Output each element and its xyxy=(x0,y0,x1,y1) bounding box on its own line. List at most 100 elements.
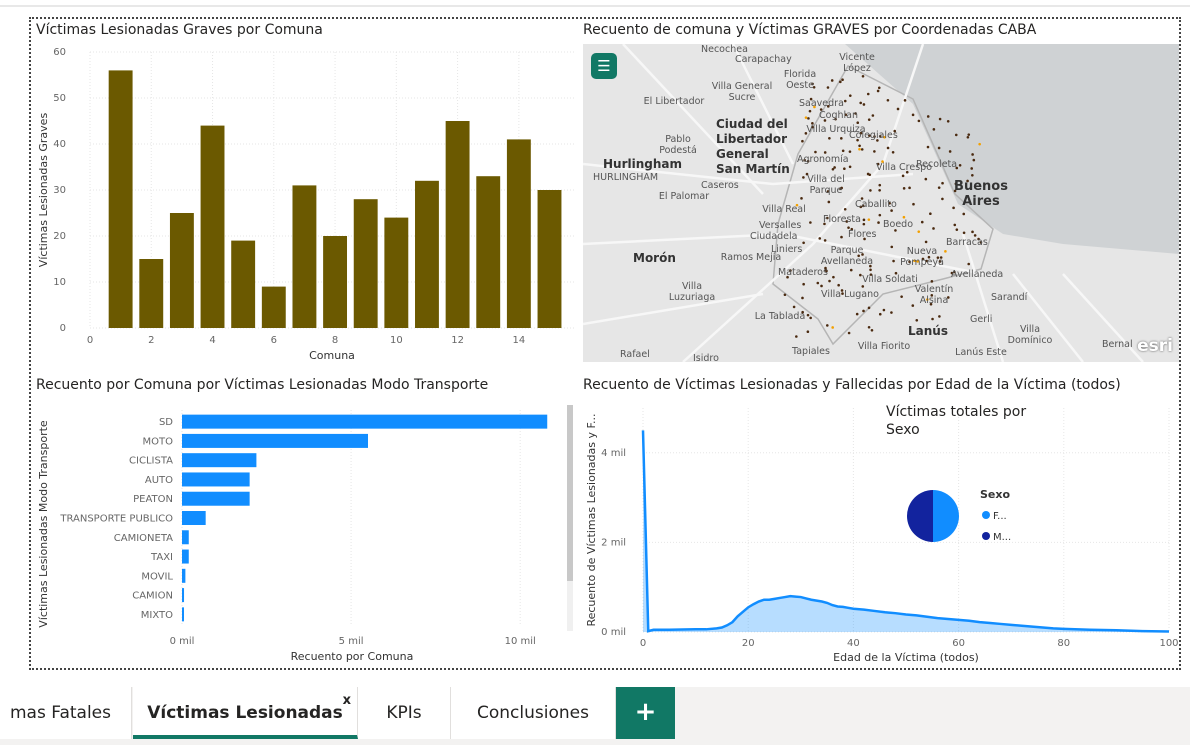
incident-dot xyxy=(813,105,816,109)
x-tick-label: 80 xyxy=(1057,638,1070,649)
map-place-label: Villa Lugano xyxy=(821,289,879,300)
incident-dot xyxy=(812,85,816,89)
x-tick-label: 0 mil xyxy=(170,636,195,647)
category-label: CAMION xyxy=(132,591,173,602)
bar xyxy=(182,607,184,622)
incident-dot xyxy=(896,107,900,111)
x-axis-label: Comuna xyxy=(309,349,355,362)
incident-dot xyxy=(954,133,958,137)
incident-dot xyxy=(860,197,864,200)
hbar-transporte-chart[interactable]: 0 mil 5 mil 10 mil SD MOTO CICLISTA AUTO PEATON… xyxy=(36,400,581,668)
bar xyxy=(261,286,286,328)
tab-label: Conclusiones xyxy=(477,703,589,723)
bar xyxy=(292,185,317,328)
sexo-pie-chart[interactable]: Sexo F... M... xyxy=(880,440,1040,560)
incident-dot xyxy=(809,97,813,101)
map-place-label: Rafael xyxy=(620,349,650,360)
map-place-label: Carapachay xyxy=(735,54,792,65)
map-place-label: Liniers xyxy=(771,244,803,255)
incident-dot xyxy=(867,118,871,121)
legend-marker xyxy=(982,532,990,540)
incident-dot xyxy=(929,212,932,216)
incident-dot xyxy=(828,136,831,140)
incident-dot xyxy=(926,298,929,301)
incident-dot xyxy=(912,202,915,206)
incident-dot xyxy=(832,275,835,279)
y-tick-label: 40 xyxy=(53,139,66,150)
incident-dot xyxy=(892,259,895,263)
incident-dot xyxy=(792,305,796,309)
tab-victimas-lesionadas[interactable]: Víctimas Lesionadas x xyxy=(133,687,358,739)
map-place-label: Bernal xyxy=(1102,339,1133,350)
incident-dot xyxy=(908,260,911,264)
incident-dot xyxy=(936,256,940,259)
incident-dot xyxy=(804,116,808,119)
incident-dot xyxy=(869,268,872,272)
incident-dot xyxy=(803,158,806,162)
tab-kpis[interactable]: KPIs xyxy=(358,687,451,739)
pie-slice xyxy=(907,490,933,542)
map-place-label: Versalles xyxy=(759,220,802,231)
incident-dot xyxy=(863,237,866,241)
y-tick-label: 0 xyxy=(60,323,66,334)
incident-dot xyxy=(826,105,830,108)
bar-comuna-chart[interactable]: 0 10 20 30 40 50 60 0 2 4 6 8 10 12 14 Comuna Víctimas L… xyxy=(36,44,581,369)
legend-item: F... xyxy=(993,511,1007,522)
map-place-label: Valentín Alsina xyxy=(914,284,954,306)
incident-dot xyxy=(955,166,959,170)
bar xyxy=(182,472,250,487)
category-label: AUTO xyxy=(145,475,173,486)
incident-dot xyxy=(869,264,872,268)
map-menu-button[interactable]: ☰ xyxy=(591,53,617,79)
map-place-label: Morón xyxy=(633,251,676,265)
bar-comuna-title: Víctimas Lesionadas Graves por Comuna xyxy=(36,22,323,38)
bar xyxy=(108,70,133,329)
age-area-chart[interactable]: 0 mil 2 mil 4 mil 0 20 40 60 80 100 Edad de la Ví… xyxy=(583,398,1181,668)
x-tick-label: 20 xyxy=(742,638,755,649)
incident-dot xyxy=(801,310,804,314)
incident-dot xyxy=(891,150,895,154)
city-boundary xyxy=(772,65,994,346)
map-place-label: Pablo Podestá xyxy=(659,134,697,156)
map-visual[interactable]: Necochea Carapachay Vicente López Florida O… xyxy=(583,44,1179,362)
tab-conclusiones[interactable]: Conclusiones xyxy=(451,687,616,739)
incident-dot xyxy=(827,200,831,204)
incident-dot xyxy=(941,197,944,201)
incident-dot xyxy=(932,227,935,230)
add-page-button[interactable]: + xyxy=(616,687,675,739)
bar xyxy=(182,511,206,525)
incident-dot xyxy=(894,271,898,275)
incident-dot xyxy=(819,108,823,111)
incident-dot xyxy=(826,216,829,220)
incident-dot xyxy=(937,186,941,189)
incident-dot xyxy=(966,179,969,183)
category-label: SD xyxy=(159,417,173,428)
x-tick-label: 10 mil xyxy=(505,636,536,647)
x-tick-label: 60 xyxy=(952,638,965,649)
incident-dot xyxy=(955,228,959,231)
incident-dot xyxy=(901,174,905,178)
incident-dot xyxy=(840,289,844,292)
incident-dot xyxy=(867,325,871,329)
incident-dot xyxy=(937,146,941,150)
incident-dot xyxy=(878,183,882,187)
map-place-label: Villa Crespo xyxy=(875,162,933,173)
incident-dot xyxy=(823,222,826,226)
map-place-label: Ramos Mejía xyxy=(720,252,782,263)
road xyxy=(682,44,925,362)
incident-dot xyxy=(900,295,903,298)
map-place-label: Necochea xyxy=(701,44,748,55)
x-tick-label: 40 xyxy=(847,638,860,649)
close-icon[interactable]: x xyxy=(342,693,351,708)
category-label: MOTO xyxy=(143,436,174,447)
series-line xyxy=(641,430,1170,633)
bar xyxy=(476,176,501,328)
map-place-label: El Libertador xyxy=(643,96,705,107)
incident-dot xyxy=(948,150,952,153)
road xyxy=(731,44,795,165)
incident-dot xyxy=(917,119,921,123)
hbar-scrollbar[interactable] xyxy=(567,405,573,581)
tab-victimas-fatales[interactable]: mas Fatales xyxy=(0,687,132,739)
legend-title: Sexo xyxy=(980,488,1010,501)
legend-item: M... xyxy=(993,532,1011,543)
